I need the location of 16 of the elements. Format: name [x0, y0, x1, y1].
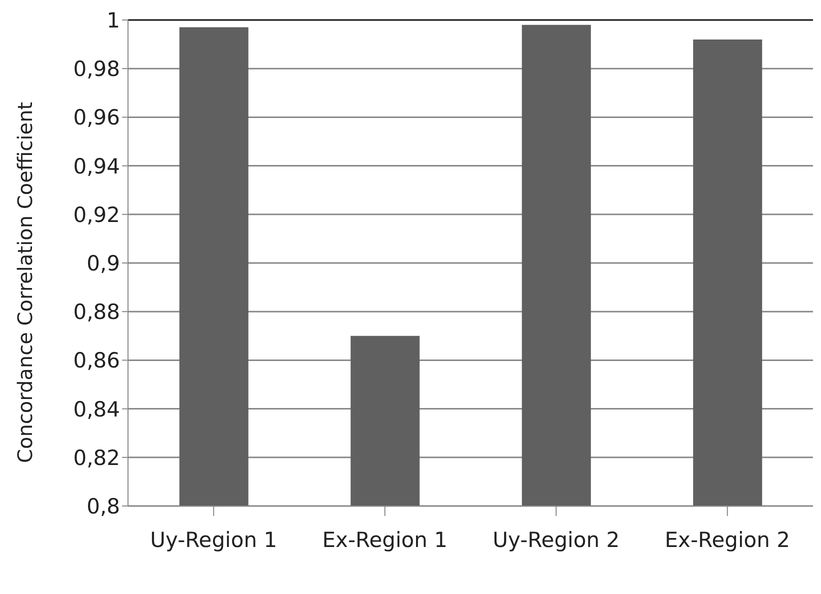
- y-tick-label: 0,82: [73, 446, 120, 470]
- x-tick-label: Ex-Region 1: [322, 528, 448, 552]
- y-tick-label: 0,88: [73, 300, 120, 324]
- y-axis-title: Concordance Correlation Coefficient: [13, 102, 38, 463]
- x-tick-label: Uy-Region 1: [150, 528, 278, 552]
- y-tick-label: 0,94: [73, 154, 120, 178]
- y-tick-label: 0,9: [86, 251, 120, 276]
- y-tick-label: 0,8: [86, 494, 120, 518]
- y-tick-label: 1: [106, 8, 120, 32]
- y-tick-label: 0,86: [73, 348, 120, 373]
- y-tick-label: 0,84: [73, 397, 120, 422]
- x-tick-label: Uy-Region 2: [492, 528, 620, 552]
- y-tick-label: 0,96: [73, 106, 120, 130]
- x-tick-label: Ex-Region 2: [664, 528, 790, 552]
- y-tick-label: 0,98: [73, 57, 120, 82]
- y-tick-label: 0,92: [73, 202, 120, 227]
